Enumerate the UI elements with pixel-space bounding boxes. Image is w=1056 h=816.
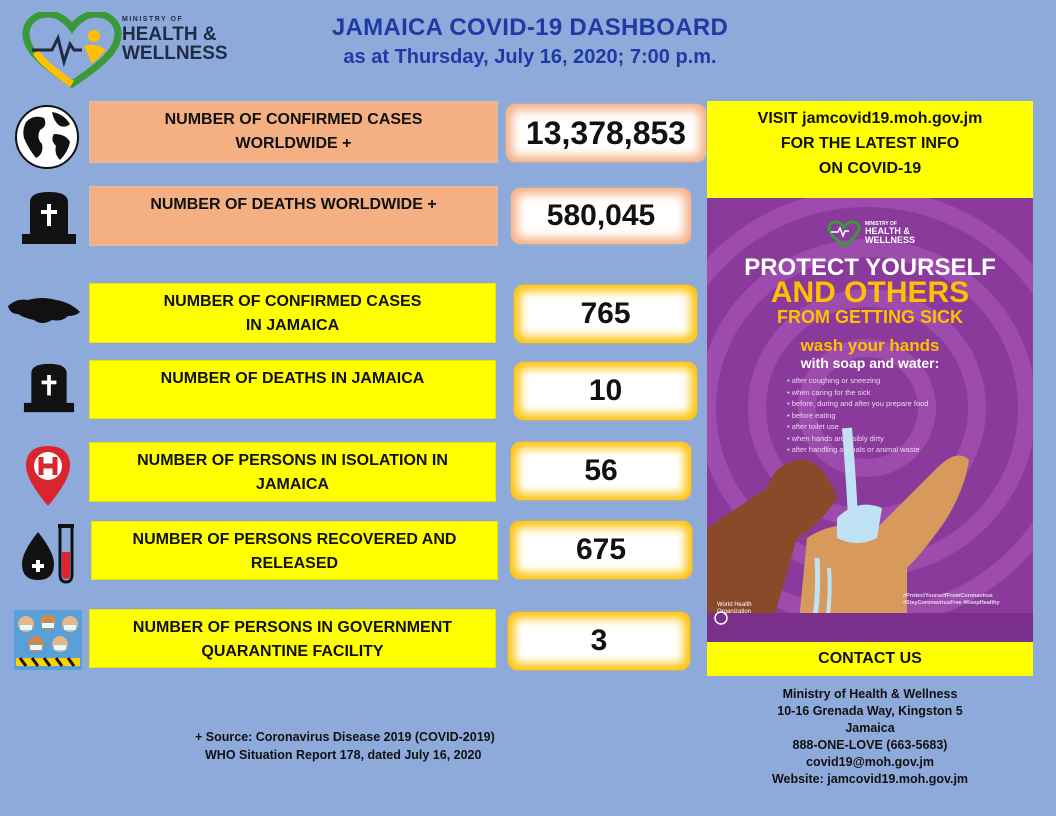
poster-logo: MINISTRY OF HEALTH & WELLNESS	[827, 220, 937, 253]
stat-label-jamaica-cases: NUMBER OF CONFIRMED CASES IN JAMAICA	[89, 283, 496, 343]
visit-line3: ON COVID-19	[818, 159, 922, 177]
stat-label-recovered: NUMBER OF PERSONS RECOVERED AND RELEASED	[91, 521, 498, 580]
poster-hashtags: #ProtectYourselfFromCoronavirus #StayCor…	[903, 593, 1000, 606]
poster-logo-line1: MINISTRY OF	[865, 221, 897, 227]
logo-line1: MINISTRY OF	[122, 16, 184, 23]
list-item: after handling animals or animal waste	[787, 444, 987, 456]
source-line2: WHO Situation Report 178, dated July 16,…	[205, 748, 482, 762]
stat-value-recovered: 675	[510, 521, 692, 579]
contact-website[interactable]: Website: jamcovid19.moh.gov.jm	[771, 772, 969, 786]
list-item: before eating	[787, 410, 987, 422]
contact-address-line1: 10-16 Grenada Way, Kingston 5	[777, 704, 963, 718]
logo-line2: HEALTH &	[122, 24, 217, 45]
poster-headline2: AND OTHERS	[770, 276, 970, 309]
poster-headline1: PROTECT YOURSELF	[744, 254, 996, 281]
contact-address: Ministry of Health & Wellness 10-16 Gren…	[740, 686, 1000, 788]
dashboard-header: JAMAICA COVID-19 DASHBOARD as at Thursda…	[250, 14, 810, 69]
visit-line2: FOR THE LATEST INFO	[780, 134, 960, 152]
source-line1: + Source: Coronavirus Disease 2019 (COVI…	[195, 730, 495, 744]
contact-address-line2: Jamaica	[845, 721, 895, 735]
page-title: JAMAICA COVID-19 DASHBOARD	[331, 14, 729, 41]
list-item: when caring for the sick	[787, 387, 987, 399]
jamaica-map-icon	[8, 298, 80, 323]
stat-value-jamaica-cases: 765	[514, 285, 697, 343]
stat-value-jamaica-deaths: 10	[514, 362, 697, 420]
stat-value-worldwide-cases: 13,378,853	[506, 104, 706, 162]
list-item: when hands are visibly dirty	[787, 433, 987, 445]
stat-label-quarantine: NUMBER OF PERSONS IN GOVERNMENT QUARANTIN…	[89, 609, 496, 668]
contact-us-heading: CONTACT US	[707, 642, 1033, 676]
heart-logo-icon	[22, 10, 122, 89]
poster-wash-title: wash your hands	[800, 336, 940, 355]
list-item: after coughing or sneezing	[787, 375, 987, 387]
poster-logo-line2: HEALTH &	[865, 226, 910, 236]
stat-label-isolation: NUMBER OF PERSONS IN ISOLATION IN JAMAICA	[89, 442, 496, 502]
blood-test-tube-icon	[22, 524, 74, 584]
contact-phone[interactable]: 888-ONE-LOVE (663-5683)	[792, 738, 948, 752]
stat-value-isolation: 56	[511, 442, 691, 500]
stat-value-quarantine: 3	[508, 612, 690, 670]
source-note: + Source: Coronavirus Disease 2019 (COVI…	[195, 728, 535, 764]
list-item: before, during and after you prepare foo…	[787, 398, 987, 410]
poster-heart-icon	[827, 220, 861, 248]
tombstone-icon	[22, 192, 76, 244]
masked-people-icon	[14, 610, 82, 670]
poster-headline3: FROM GETTING SICK	[777, 307, 963, 327]
ministry-logo: MINISTRY OF HEALTH & WELLNESS	[22, 10, 262, 90]
hospital-pin-icon	[26, 446, 70, 506]
contact-org: Ministry of Health & Wellness	[782, 687, 958, 701]
page-subtitle: as at Thursday, July 16, 2020; 7:00 p.m.	[343, 46, 717, 68]
poster-wash-subtitle: with soap and water:	[800, 355, 940, 371]
visit-website-box: VISIT jamcovid19.moh.gov.jm FOR THE LATE…	[707, 101, 1033, 198]
stat-label-worldwide-cases: NUMBER OF CONFIRMED CASES WORLDWIDE +	[89, 101, 498, 163]
logo-line3: WELLNESS	[122, 43, 228, 64]
who-logo-text: World Health Organization	[717, 602, 752, 615]
contact-email[interactable]: covid19@moh.gov.jm	[806, 755, 934, 769]
tombstone-icon	[23, 363, 75, 413]
list-item: after toilet use	[787, 421, 987, 433]
stat-label-worldwide-deaths: NUMBER OF DEATHS WORLDWIDE +	[89, 186, 498, 246]
stat-label-jamaica-deaths: NUMBER OF DEATHS IN JAMAICA	[89, 360, 496, 419]
poster-logo-line3: WELLNESS	[865, 235, 916, 245]
globe-icon	[15, 105, 79, 169]
handwashing-poster: MINISTRY OF HEALTH & WELLNESS PROTECT YO…	[707, 198, 1033, 642]
visit-line1[interactable]: VISIT jamcovid19.moh.gov.jm	[757, 110, 983, 127]
poster-list: after coughing or sneezing when caring f…	[787, 375, 987, 456]
stat-value-worldwide-deaths: 580,045	[511, 188, 691, 244]
